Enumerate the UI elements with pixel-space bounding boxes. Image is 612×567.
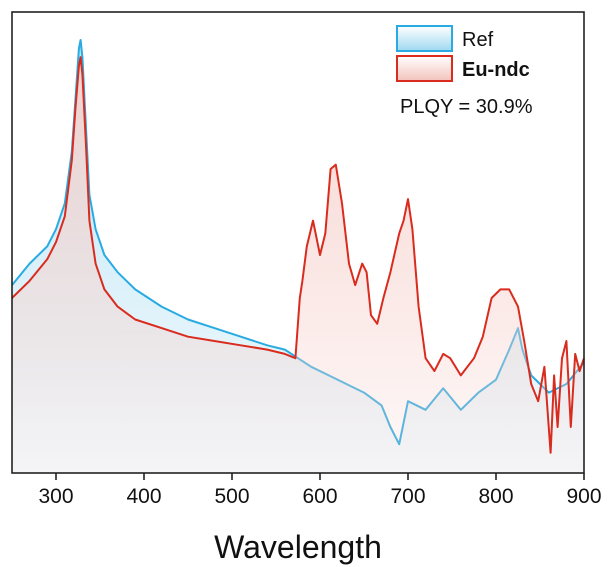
series-line-eundc [11, 56, 585, 454]
x-tick-label-500: 500 [214, 485, 249, 508]
x-axis-title: Wavelength [214, 529, 382, 565]
x-axis: 300 400 500 600 700 800 900 [38, 473, 602, 508]
legend-swatch-eundc [396, 55, 453, 82]
x-tick-label-600: 600 [302, 485, 337, 508]
legend-swatch-ref [396, 25, 453, 52]
legend-label-eundc: Eu-ndc [462, 59, 530, 81]
series-area-eundc [12, 57, 584, 473]
x-tick-label-700: 700 [390, 485, 425, 508]
legend: Ref Eu-ndc [396, 25, 530, 82]
plqy-annotation: PLQY = 30.9% [400, 96, 533, 118]
x-tick-label-800: 800 [478, 485, 513, 508]
series-layer [11, 39, 585, 473]
x-tick-label-900: 900 [566, 485, 601, 508]
plot-frame [11, 11, 585, 474]
x-tick-label-400: 400 [126, 485, 161, 508]
legend-label-ref: Ref [462, 29, 494, 51]
x-tick-label-300: 300 [38, 485, 73, 508]
